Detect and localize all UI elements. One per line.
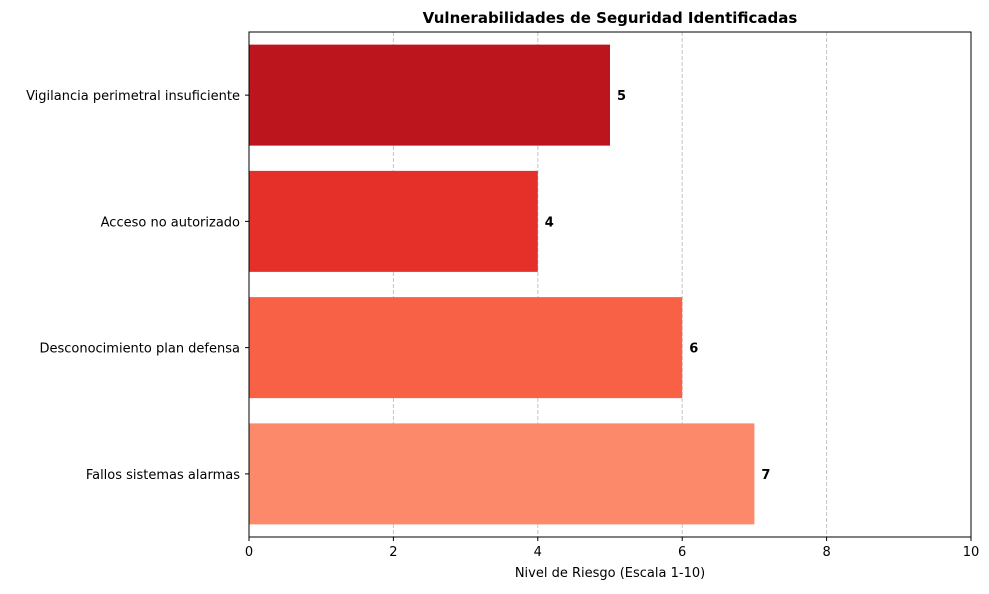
bar-value-label: 7 (761, 468, 770, 483)
x-tick-label: 10 (963, 545, 980, 560)
labels-layer: Vigilancia perimetral insuficiente 5 Acces… (26, 89, 770, 483)
bars-layer (249, 44, 755, 525)
plot-frame (248, 31, 972, 538)
bar-value-label: 4 (545, 215, 554, 230)
x-tick-label: 0 (245, 545, 253, 560)
bar-value-label: 6 (689, 342, 698, 357)
x-tick-label: 4 (534, 545, 542, 560)
chart-title: Vulnerabilidades de Seguridad Identifica… (423, 9, 798, 27)
y-tick-label: Desconocimiento plan defensa (39, 342, 240, 357)
bar (249, 423, 755, 525)
y-tick-label: Vigilancia perimetral insuficiente (26, 89, 240, 104)
x-axis-label: Nivel de Riesgo (Escala 1-10) (515, 566, 705, 581)
bar (249, 44, 610, 146)
y-tick-label: Fallos sistemas alarmas (86, 468, 240, 483)
x-tick-label: 6 (678, 545, 686, 560)
ticks-layer: 0 2 4 6 8 10 (245, 94, 980, 560)
bar (249, 297, 683, 399)
x-tick-label: 8 (822, 545, 830, 560)
y-tick-label: Acceso no autorizado (101, 215, 240, 230)
bar-value-label: 5 (617, 89, 626, 104)
x-tick-label: 2 (389, 545, 397, 560)
bar (249, 170, 538, 272)
